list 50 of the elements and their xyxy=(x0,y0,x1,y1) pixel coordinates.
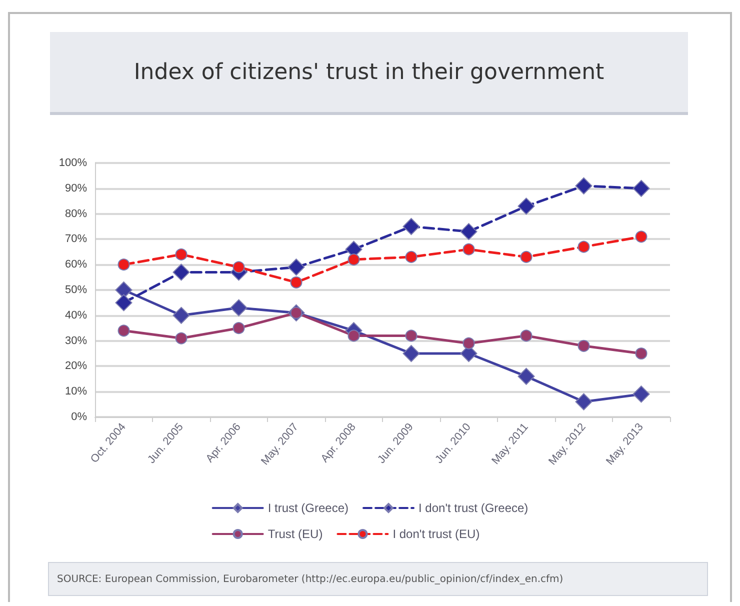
point xyxy=(460,223,478,240)
y-tick-label: 0% xyxy=(71,411,88,423)
point xyxy=(290,276,302,288)
point xyxy=(632,180,650,197)
source-note: SOURCE: European Commission, Eurobarometer (http://ec.europa.eu/public_opinion/cf/index_en.cfm) xyxy=(48,562,708,596)
point xyxy=(520,250,532,263)
point xyxy=(578,340,590,352)
point xyxy=(232,261,245,274)
y-tick-label: 20% xyxy=(64,360,88,372)
legend-label: Trust (EU) xyxy=(268,527,323,541)
y-tick-label: 10% xyxy=(64,386,88,398)
y-tick-label: 70% xyxy=(64,233,88,246)
point xyxy=(635,230,648,243)
y-tick-label: 50% xyxy=(64,284,88,296)
point xyxy=(518,368,535,385)
point xyxy=(175,248,188,260)
point xyxy=(520,330,532,342)
y-tick-label: 60% xyxy=(64,258,88,271)
point xyxy=(632,386,650,403)
point xyxy=(118,258,130,271)
point xyxy=(462,243,475,256)
y-tick-label: 100% xyxy=(58,157,88,169)
y-tick-label: 90% xyxy=(64,182,88,194)
point xyxy=(405,330,418,342)
point xyxy=(175,332,188,344)
point xyxy=(115,294,132,312)
point xyxy=(348,330,360,342)
point xyxy=(402,218,420,235)
y-tick-label: 40% xyxy=(64,309,88,322)
point xyxy=(575,177,592,194)
point xyxy=(518,198,535,215)
y-tick-label: 30% xyxy=(64,334,88,347)
point xyxy=(232,322,245,334)
legend-label: I don't trust (Greece) xyxy=(418,501,528,515)
legend-label: I don't trust (EU) xyxy=(392,527,480,541)
point xyxy=(462,337,475,350)
point xyxy=(405,250,418,263)
point xyxy=(172,306,190,324)
point xyxy=(578,240,590,253)
chart-title: Index of citizens' trust in their government xyxy=(50,32,688,115)
point xyxy=(635,348,648,360)
point xyxy=(288,258,305,276)
point xyxy=(402,345,420,362)
point xyxy=(230,299,248,316)
point xyxy=(348,254,360,266)
point xyxy=(118,324,130,337)
point xyxy=(172,264,190,281)
point xyxy=(575,393,592,410)
y-tick-label: 80% xyxy=(64,208,88,220)
legend-label: I trust (Greece) xyxy=(268,501,349,515)
